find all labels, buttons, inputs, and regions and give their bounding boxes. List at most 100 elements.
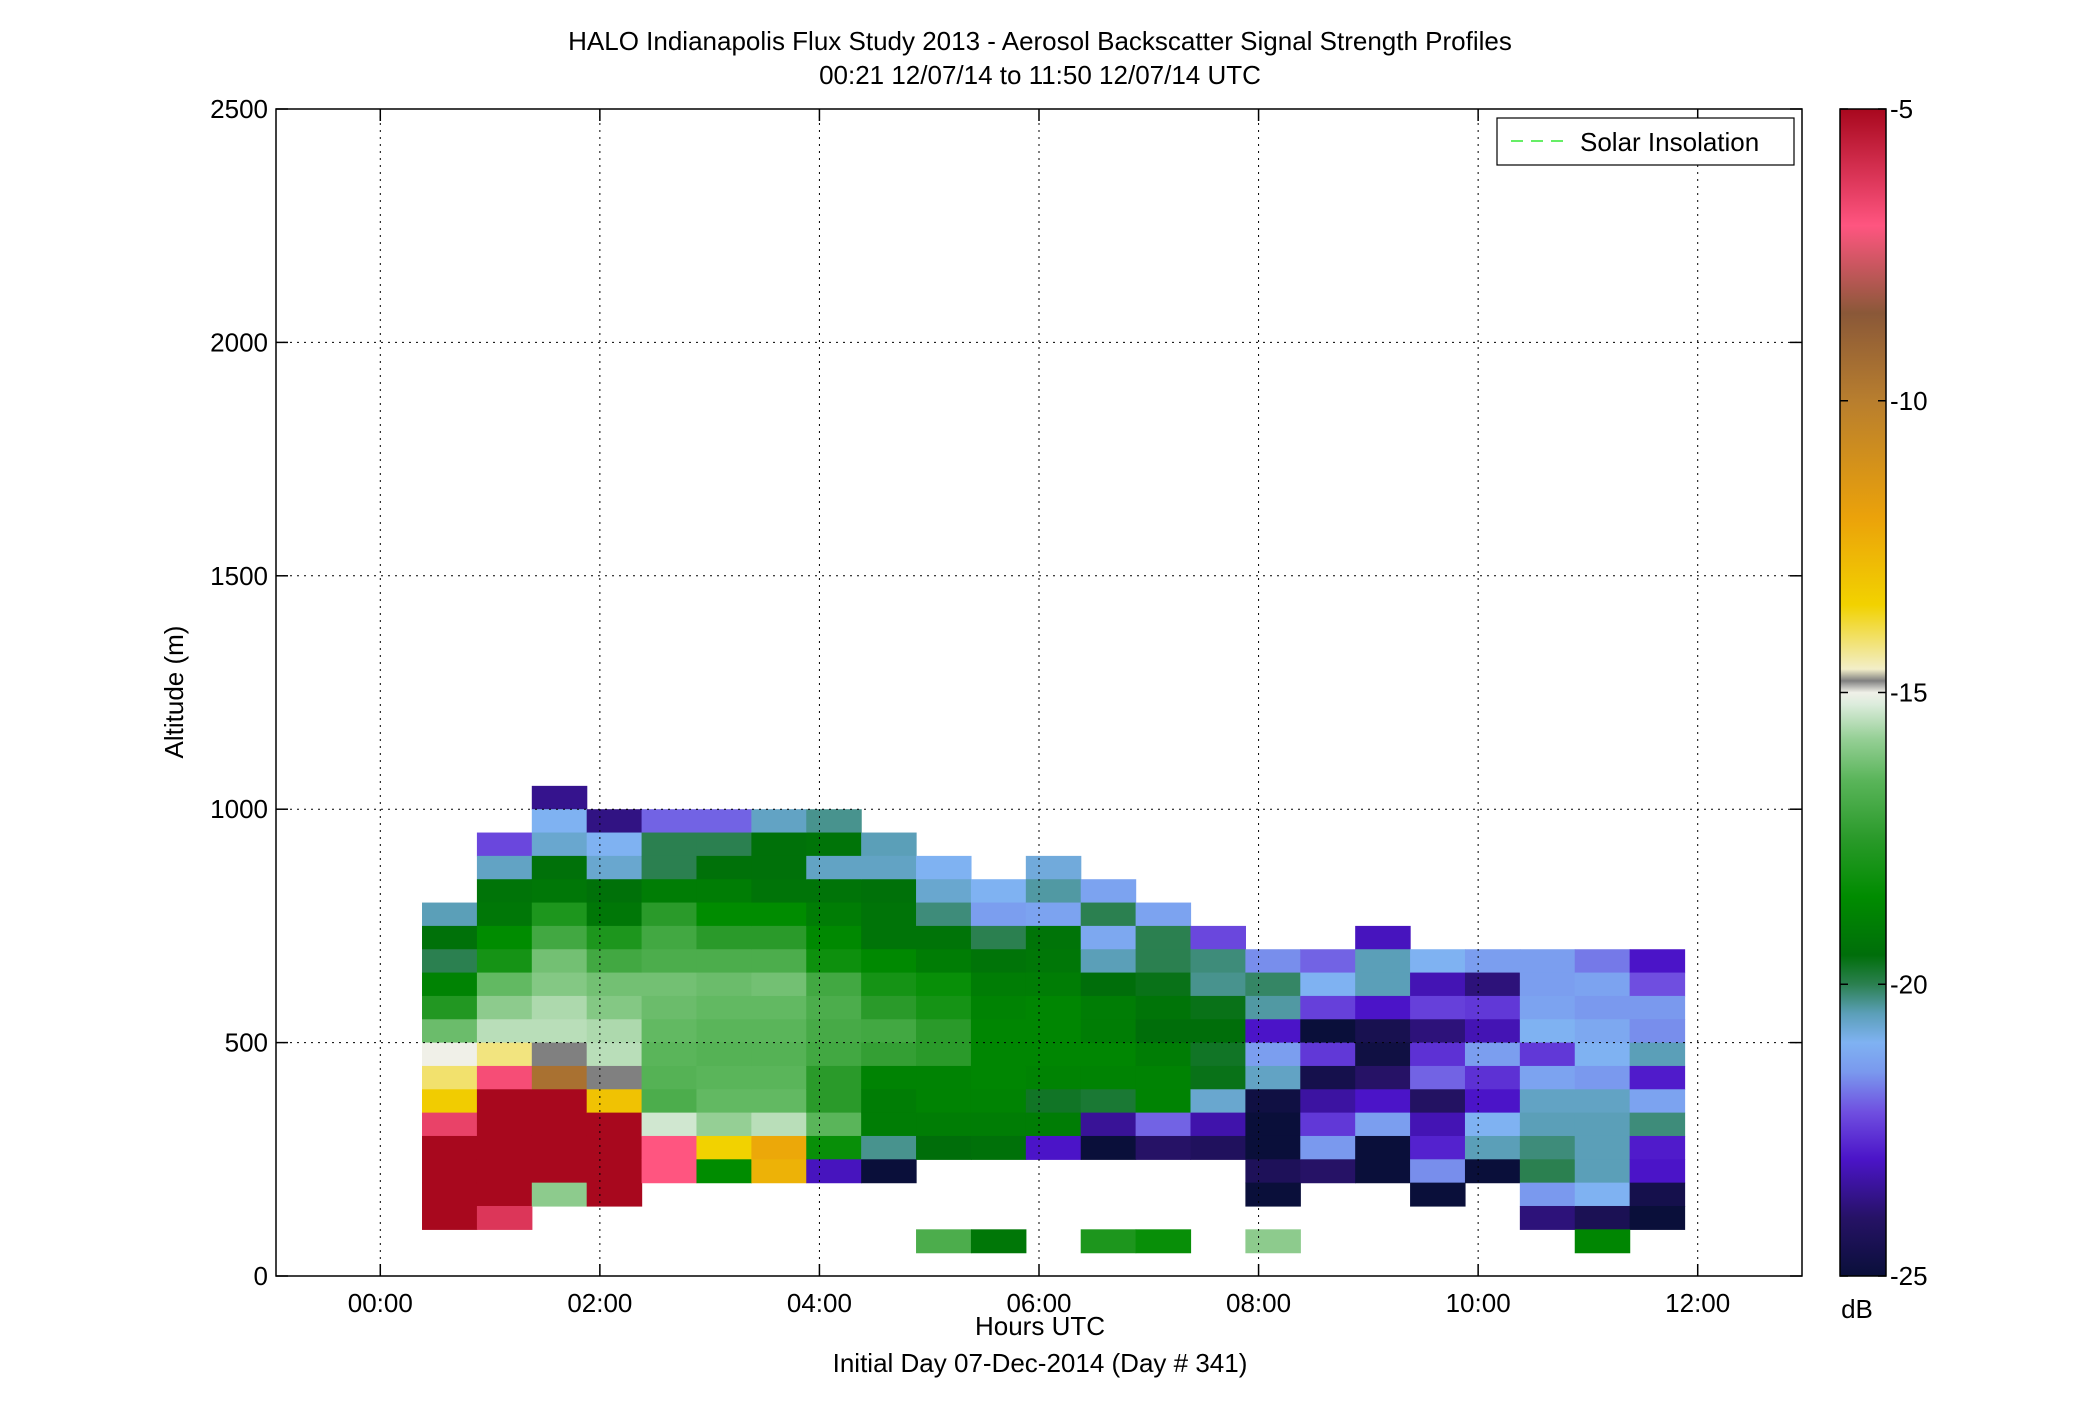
heatmap-cell: [1025, 1042, 1082, 1067]
heatmap-cell: [1355, 1065, 1411, 1090]
heatmap-cell: [1135, 1019, 1192, 1044]
heatmap-cell: [641, 972, 698, 997]
heatmap-cell: [531, 925, 588, 950]
heatmap-cell: [916, 902, 972, 927]
heatmap-cell: [1025, 1135, 1082, 1160]
heatmap-cell: [641, 925, 698, 950]
heatmap-cell: [1574, 1135, 1631, 1160]
heatmap-cell: [696, 972, 752, 997]
heatmap-cell: [1574, 995, 1631, 1020]
heatmap-cell: [861, 949, 917, 974]
heatmap-cell: [861, 972, 917, 997]
heatmap-cell: [476, 972, 533, 997]
heatmap-cell: [1135, 1089, 1192, 1114]
x-tick-label: 06:00: [1006, 1288, 1071, 1318]
heatmap-cell: [861, 879, 917, 904]
heatmap-cell: [1629, 1089, 1686, 1114]
heatmap-cell: [751, 809, 807, 834]
heatmap-cell: [531, 1089, 588, 1114]
heatmap-cell: [422, 902, 478, 927]
heatmap-cell: [1410, 995, 1466, 1020]
heatmap-cell: [476, 902, 533, 927]
heatmap-cell: [916, 1135, 972, 1160]
heatmap-cell: [1025, 925, 1082, 950]
heatmap-cell: [751, 832, 807, 857]
heatmap-cell: [586, 1159, 643, 1184]
heatmap-cell: [1629, 1042, 1686, 1067]
heatmap-cell: [806, 995, 862, 1020]
heatmap-cell: [1519, 1135, 1576, 1160]
heatmap-cell: [1080, 1229, 1137, 1254]
heatmap-cell: [970, 1089, 1027, 1114]
heatmap-cell: [1355, 1089, 1411, 1114]
heatmap-cell: [1025, 879, 1082, 904]
heatmap-cell: [1629, 1205, 1686, 1230]
heatmap-cell: [1135, 1042, 1192, 1067]
heatmap-cell: [422, 1205, 478, 1230]
heatmap-cell: [422, 1182, 478, 1207]
heatmap-cell: [1080, 902, 1137, 927]
heatmap-cell: [1080, 1089, 1137, 1114]
y-tick-label: 1500: [210, 561, 268, 591]
heatmap-cell: [1519, 1159, 1576, 1184]
heatmap-cell: [1629, 1065, 1686, 1090]
heatmap-cell: [1410, 1065, 1466, 1090]
heatmap-cell: [1245, 1042, 1301, 1067]
heatmap-cell: [1355, 1042, 1411, 1067]
heatmap-cell: [970, 902, 1027, 927]
heatmap-cell: [861, 1019, 917, 1044]
heatmap-cell: [751, 1159, 807, 1184]
heatmap-cell: [1410, 1135, 1466, 1160]
heatmap-cell: [586, 879, 643, 904]
heatmap-cell: [1410, 1042, 1466, 1067]
heatmap-cell: [1574, 972, 1631, 997]
heatmap-cell: [806, 902, 862, 927]
heatmap-cell: [476, 1135, 533, 1160]
heatmap-cell: [1025, 949, 1082, 974]
heatmap-cell: [641, 832, 698, 857]
heatmap-cell: [1245, 1019, 1301, 1044]
heatmap-cell: [1025, 995, 1082, 1020]
heatmap-cell: [1080, 995, 1137, 1020]
heatmap-cell: [1080, 879, 1137, 904]
heatmap-cell: [476, 1065, 533, 1090]
heatmap-cell: [422, 1065, 478, 1090]
x-tick-label: 10:00: [1446, 1288, 1511, 1318]
heatmap-cell: [1410, 1089, 1466, 1114]
heatmap-cell: [476, 995, 533, 1020]
heatmap-cell: [531, 855, 588, 880]
heatmap-cell: [476, 949, 533, 974]
heatmap-cell: [641, 1112, 698, 1137]
heatmap-cell: [916, 949, 972, 974]
heatmap-cell: [586, 1019, 643, 1044]
heatmap-cell: [696, 1019, 752, 1044]
heatmap-cell: [751, 1135, 807, 1160]
heatmap-cell: [806, 1019, 862, 1044]
heatmap-cell: [916, 1065, 972, 1090]
x-tick-label: 12:00: [1665, 1288, 1730, 1318]
heatmap-cell: [1190, 1019, 1246, 1044]
heatmap-cell: [476, 855, 533, 880]
heatmap-cell: [1190, 949, 1246, 974]
heatmap-cell: [1190, 995, 1246, 1020]
heatmap-cell: [1519, 1112, 1576, 1137]
heatmap-cell: [641, 855, 698, 880]
heatmap-cell: [476, 1112, 533, 1137]
heatmap-cell: [1574, 949, 1631, 974]
heatmap-cell: [1245, 1135, 1301, 1160]
heatmap-cell: [1519, 949, 1576, 974]
heatmap-cell: [1300, 1042, 1356, 1067]
heatmap-cell: [1519, 1065, 1576, 1090]
heatmap-cell: [696, 1159, 752, 1184]
heatmap-cell: [476, 925, 533, 950]
heatmap-cell: [970, 879, 1027, 904]
heatmap-cell: [1300, 972, 1356, 997]
heatmap-cell: [1574, 1205, 1631, 1230]
heatmap-cell: [861, 1159, 917, 1184]
heatmap-cell: [696, 949, 752, 974]
x-axis-sublabel: Initial Day 07-Dec-2014 (Day # 341): [833, 1348, 1248, 1378]
heatmap-cell: [1245, 1182, 1301, 1207]
heatmap-cell: [916, 1019, 972, 1044]
colorbar: -5 -10 -15 -20 -25 dB: [1839, 94, 1928, 1324]
heatmap-cell: [1190, 1042, 1246, 1067]
